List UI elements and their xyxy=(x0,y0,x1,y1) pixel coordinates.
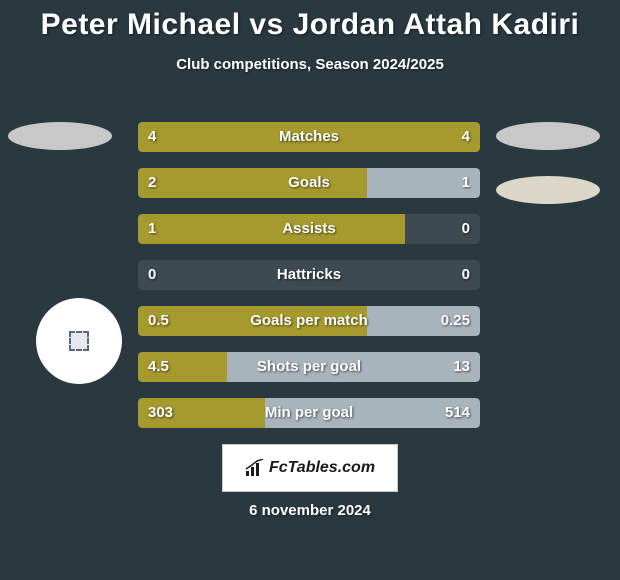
stat-value-right: 13 xyxy=(453,358,470,375)
stat-row: Shots per goal4.5 13 xyxy=(138,352,480,382)
player-shirt-placeholder xyxy=(36,298,122,384)
logo-text: FcTables.com xyxy=(269,459,375,477)
stat-label: Matches xyxy=(138,128,480,145)
comparison-bars: Matches44Goals21Assists10Hattricks00Goal… xyxy=(138,122,480,444)
date-text: 6 november 2024 xyxy=(0,502,620,519)
stat-value-left: 303 xyxy=(148,404,173,421)
stat-label: Hattricks xyxy=(138,266,480,283)
player1-name: Peter Michael xyxy=(41,8,241,41)
stat-value-left: 2 xyxy=(148,174,156,191)
player2-name: Jordan Attah Kadiri xyxy=(293,8,580,41)
stat-value-left: 0.5 xyxy=(148,312,169,329)
stat-value-right: 1 xyxy=(462,174,470,191)
right-player-badges xyxy=(496,122,600,230)
stat-label: Goals xyxy=(138,174,480,191)
subtitle: Club competitions, Season 2024/2025 xyxy=(0,56,620,73)
left-player-badges xyxy=(8,122,112,176)
source-logo[interactable]: FcTables.com xyxy=(222,444,398,492)
placeholder-icon xyxy=(69,331,89,351)
stat-label: Min per goal xyxy=(138,404,480,421)
stat-row: Assists1 0 xyxy=(138,214,480,244)
stat-row: Hattricks0 0 xyxy=(138,260,480,290)
badge-ellipse xyxy=(496,176,600,204)
stat-value-left: 4.5 xyxy=(148,358,169,375)
badge-ellipse xyxy=(8,122,112,150)
stat-row: Goals per match0.5 0.25 xyxy=(138,306,480,336)
stat-value-left: 1 xyxy=(148,220,156,237)
stat-row: Min per goal303 514 xyxy=(138,398,480,428)
stat-value-right: 0.25 xyxy=(441,312,470,329)
stat-row: Goals2 1 xyxy=(138,168,480,198)
page-title: Peter Michael vs Jordan Attah Kadiri xyxy=(0,0,620,42)
stat-label: Goals per match xyxy=(138,312,480,329)
chart-icon xyxy=(245,459,265,477)
stat-label: Assists xyxy=(138,220,480,237)
stat-label: Shots per goal xyxy=(138,358,480,375)
stat-value-left: 4 xyxy=(148,128,156,145)
vs-text: vs xyxy=(249,8,283,41)
stat-value-left: 0 xyxy=(148,266,156,283)
stat-row: Matches4 4 xyxy=(138,122,480,152)
badge-ellipse xyxy=(496,122,600,150)
stat-value-right: 4 xyxy=(462,128,470,145)
stat-value-right: 0 xyxy=(462,266,470,283)
stat-value-right: 514 xyxy=(445,404,470,421)
stat-value-right: 0 xyxy=(462,220,470,237)
